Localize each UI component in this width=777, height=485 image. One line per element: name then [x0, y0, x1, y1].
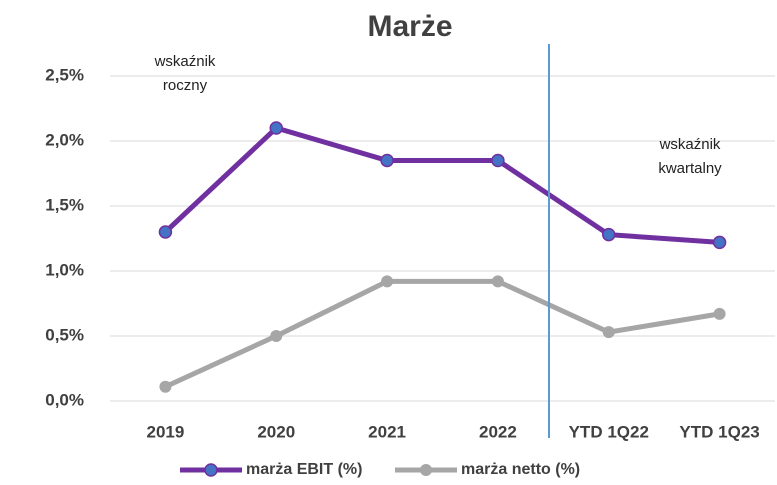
legend-marker [204, 463, 218, 477]
x-tick-label: 2021 [368, 422, 406, 441]
y-tick-label: 0,0% [45, 390, 84, 409]
point [159, 380, 172, 393]
point [713, 307, 726, 320]
annotation: kwartalny [658, 160, 722, 177]
x-tick-label: YTD 1Q22 [569, 422, 649, 441]
chart-title: Marże [367, 10, 452, 43]
point [380, 153, 394, 168]
annotation: wskaźnik [659, 136, 721, 153]
point [158, 225, 173, 239]
point [270, 330, 283, 342]
series-line [164, 278, 720, 389]
legend-marker [420, 464, 432, 476]
series-line [163, 125, 720, 245]
point [602, 227, 616, 242]
x-tick-label: 2019 [147, 422, 185, 441]
point [712, 235, 727, 250]
x-tick-label: YTD 1Q23 [679, 422, 759, 441]
point [381, 275, 394, 288]
x-tick-label: 2022 [479, 422, 517, 441]
annotation: roczny [163, 77, 208, 94]
annotation: wskaźnik [154, 53, 216, 70]
legend-label: marża netto (%) [461, 461, 580, 478]
point [491, 153, 505, 168]
y-tick-label: 2,5% [45, 65, 84, 84]
y-tick-label: 2,0% [45, 130, 84, 149]
y-tick-label: 1,0% [45, 260, 84, 279]
point [269, 121, 283, 135]
legend-label: marża EBIT (%) [246, 461, 362, 478]
point [491, 275, 504, 288]
x-tick-label: 2020 [257, 422, 295, 441]
point [602, 326, 615, 339]
y-tick-label: 1,5% [45, 195, 84, 214]
y-tick-label: 0,5% [45, 325, 84, 344]
